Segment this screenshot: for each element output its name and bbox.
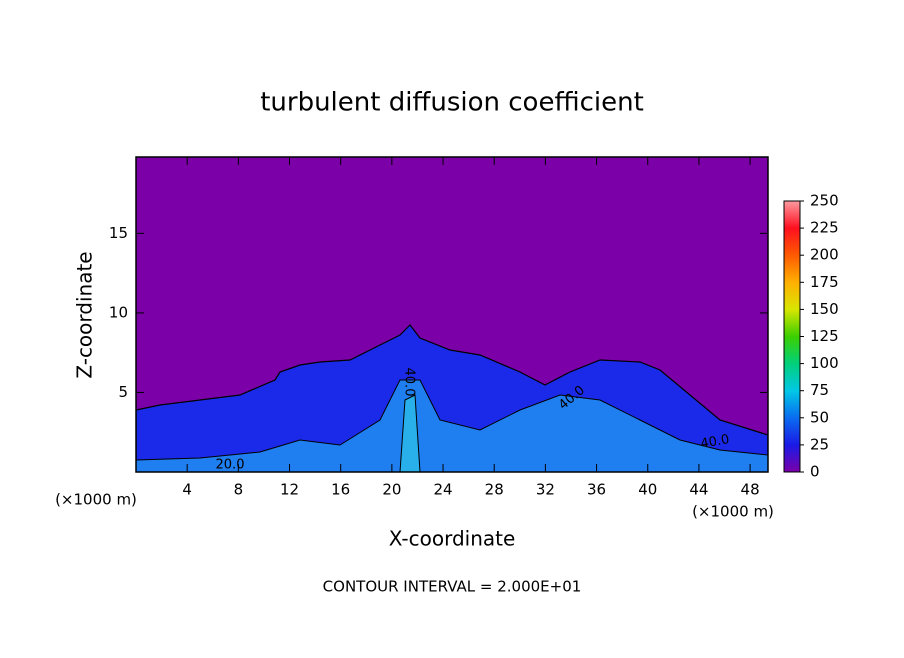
colorbar-tick-label: 225	[810, 219, 839, 237]
footnote: CONTOUR INTERVAL = 2.000E+01	[323, 578, 582, 596]
x-tick-label: 44	[689, 481, 708, 499]
colorbar-tick-label: 200	[810, 246, 839, 264]
x-unit: (×1000 m)	[692, 503, 774, 521]
colorbar-tick-label: 125	[810, 327, 839, 345]
field-region	[399, 394, 421, 472]
y-unit: (×1000 m)	[55, 491, 137, 509]
colorbar	[783, 200, 801, 473]
x-tick-label: 28	[485, 481, 504, 499]
colorbar-tick-label: 100	[810, 354, 839, 372]
contour-label: 40.0	[402, 368, 417, 397]
x-tick-label: 48	[741, 481, 760, 499]
field-region	[136, 379, 768, 472]
colorbar-tick-label: 150	[810, 300, 839, 318]
x-tick-label: 36	[587, 481, 606, 499]
x-tick-label: 16	[331, 481, 350, 499]
x-tick-label: 24	[433, 481, 452, 499]
x-tick-label: 12	[280, 481, 299, 499]
field	[136, 157, 768, 472]
x-tick-label: 8	[234, 481, 244, 499]
y-tick-label: 5	[118, 383, 128, 401]
colorbar-tick-label: 250	[810, 192, 839, 210]
x-tick-label: 4	[182, 481, 192, 499]
contour-label: 40.0	[699, 432, 730, 452]
x-axis-label: X-coordinate	[389, 527, 516, 551]
colorbar-tick-label: 175	[810, 273, 839, 291]
chart-title: turbulent diffusion coefficient	[260, 88, 644, 118]
contour-label: 20.0	[216, 458, 245, 473]
colorbar-tick-label: 25	[810, 435, 829, 453]
y-axis-label: Z-coordinate	[73, 251, 97, 378]
x-tick-label: 32	[536, 481, 555, 499]
plot-frame	[135, 156, 769, 473]
x-tick-label: 20	[382, 481, 401, 499]
x-tick-label: 40	[638, 481, 657, 499]
y-tick-label: 15	[109, 224, 128, 242]
y-tick-label: 10	[109, 303, 128, 321]
colorbar-tick-label: 0	[810, 463, 820, 481]
colorbar-tick-label: 75	[810, 381, 829, 399]
colorbar-tick-label: 50	[810, 408, 829, 426]
